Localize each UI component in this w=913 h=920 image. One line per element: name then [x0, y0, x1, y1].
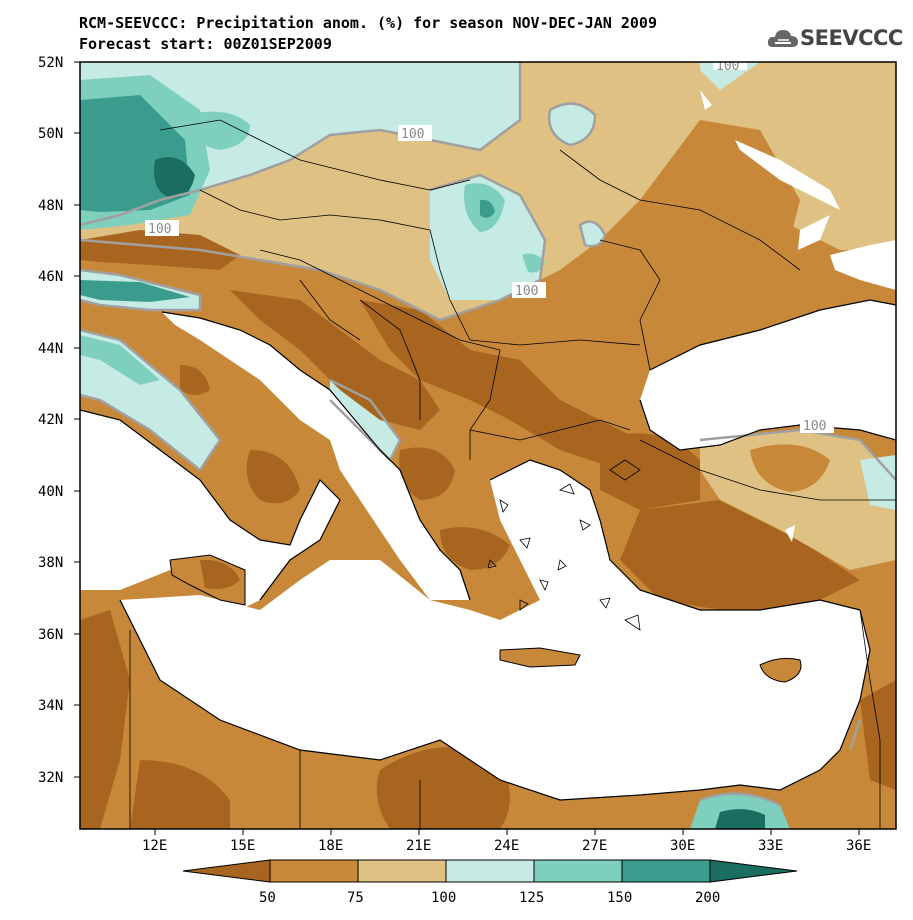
blank-patch-ukraine [735, 140, 840, 210]
azov-sea [830, 240, 896, 290]
field-125-150-czech [185, 111, 250, 150]
field-lt50-north-italy [80, 230, 240, 270]
field-lt50-w-turkey [600, 433, 700, 510]
adriatic-sea [162, 312, 470, 600]
field-lt50-levant [860, 680, 896, 790]
lat-tick-label: 38N [38, 555, 63, 571]
lon-tick-label: 33E [758, 838, 783, 854]
field-100-125-hungary [430, 175, 545, 300]
field-lt50-s-turkey [620, 500, 860, 610]
field-150-200-hungary [480, 199, 495, 218]
lon-tick-label: 24E [494, 838, 519, 854]
lon-tick-label: 18E [318, 838, 343, 854]
colorbar-bin-100-125 [445, 859, 535, 883]
field-lt50-greece [440, 527, 510, 570]
field-lt50-s-italy [246, 450, 300, 504]
crete [499, 647, 581, 668]
colorbar-label: 150 [607, 890, 632, 906]
colorbar-label: 125 [519, 890, 544, 906]
contour-100-lines [80, 62, 896, 807]
colorbar-label: 200 [695, 890, 720, 906]
map-field: 100 100 100 100 100 [80, 59, 896, 829]
country-borders [129, 119, 896, 829]
lat-tick-label: 42N [38, 412, 63, 428]
colorbar: 50 75 100 125 150 200 [182, 859, 798, 906]
colorbar-bin-50-75 [269, 859, 359, 883]
lat-tick-label: 40N [38, 484, 63, 500]
colorbar-bin-75-100 [357, 859, 447, 883]
latitude-axis: 52N 50N 48N 46N 44N 42N 40N 38N 36N 34N … [38, 55, 80, 786]
field-gt200-nile [715, 809, 765, 829]
coastlines [80, 299, 896, 801]
lat-tick-label: 44N [38, 341, 63, 357]
field-125-150-tyrrhenian [80, 335, 160, 385]
colorbar-bin-125-150 [533, 859, 623, 883]
contour-label-100-c: 100 [515, 284, 538, 299]
lat-tick-label: 52N [38, 55, 63, 71]
field-50-75-ukraine [630, 120, 800, 300]
field-lt50-dinaric [230, 290, 440, 430]
map-title: RCM-SEEVCCC: Precipitation anom. (%) for… [79, 14, 657, 32]
field-100-125-poland [549, 103, 595, 145]
blank-patch-ukraine-2 [798, 215, 830, 250]
aegean-islands [487, 459, 641, 631]
contour-labels: 100 100 100 100 100 [145, 59, 834, 434]
field-50-75-africa [80, 590, 896, 829]
lat-tick-label: 50N [38, 126, 63, 142]
contour-label-100-b: 100 [401, 127, 424, 142]
lon-tick-label: 27E [582, 838, 607, 854]
tyrrhenian-sea [80, 410, 340, 610]
field-lt50-c-italy [180, 365, 210, 395]
colorbar-label: 50 [259, 890, 276, 906]
logo-text: SEEVCCC [800, 26, 903, 50]
lon-tick-label: 30E [670, 838, 695, 854]
lat-tick-label: 32N [38, 770, 63, 786]
lat-tick-label: 48N [38, 198, 63, 214]
lon-tick-label: 15E [230, 838, 255, 854]
colorbar-bin-150-200 [621, 859, 711, 883]
blank-patch-turkey [785, 525, 795, 542]
lat-tick-label: 36N [38, 627, 63, 643]
contour-label-100-e: 100 [803, 419, 826, 434]
black-sea [640, 300, 896, 450]
field-lt50-macedonia [399, 447, 455, 500]
contour-label-100-d: 100 [716, 59, 739, 74]
longitude-axis: 12E 15E 18E 21E 24E 27E 30E 33E 36E [142, 829, 871, 854]
sicily-core [200, 559, 240, 589]
colorbar-label: 75 [347, 890, 364, 906]
lon-tick-label: 12E [142, 838, 167, 854]
cyprus [759, 657, 802, 683]
forecast-start-label: Forecast start: 00Z01SEP2009 [79, 35, 332, 53]
lon-tick-label: 36E [846, 838, 871, 854]
field-100-125-romania [580, 221, 605, 247]
contour-label-100-a: 100 [148, 222, 171, 237]
lat-tick-label: 34N [38, 698, 63, 714]
lon-tick-label: 21E [406, 838, 431, 854]
field-lt50-libya [376, 747, 510, 829]
colorbar-bin-lt50 [182, 859, 271, 883]
field-gt200-west [154, 157, 195, 199]
field-lt50-tunisia [80, 610, 130, 829]
field-100-125-adriatic [330, 380, 400, 460]
colorbar-label: 100 [431, 890, 456, 906]
map-frame [79, 61, 897, 830]
field-125-150-romania [522, 253, 545, 273]
colorbar-bin-gt200 [709, 859, 798, 883]
cloud-icon [767, 30, 798, 47]
lat-tick-label: 46N [38, 269, 63, 285]
field-lt50-libya-w [130, 760, 230, 829]
field-50-75-turkey [750, 444, 830, 492]
mediterranean-sea [120, 460, 870, 800]
field-150-200-alps [80, 280, 190, 302]
blank-patch-ne [700, 90, 712, 110]
field-75-100-turkey [700, 430, 896, 570]
seevccc-logo: SEEVCCC [766, 22, 906, 56]
